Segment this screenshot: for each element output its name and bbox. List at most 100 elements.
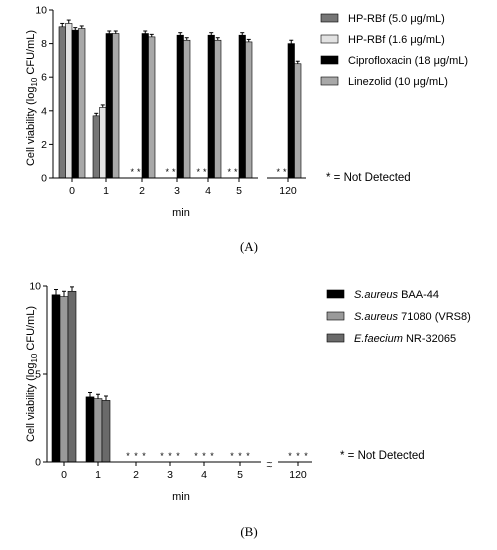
a-x-tick-label: 4: [205, 185, 211, 197]
a-legend-label: Linezolid (10 μg/mL): [348, 76, 448, 88]
a-bar: [141, 33, 149, 179]
b-not-detected-star: *: [176, 451, 180, 461]
a-legend-swatch: [320, 34, 339, 44]
b-not-detected-star: *: [202, 451, 206, 461]
b-bar: [67, 290, 77, 463]
a-bar: [71, 29, 79, 179]
b-not-detected-star: *: [142, 451, 146, 461]
a-x-tick-label: 2: [139, 185, 145, 197]
b-x-tick-label: 120: [289, 469, 307, 481]
b-not-detected-star: *: [194, 451, 198, 461]
b-y-tick-label: 10: [29, 281, 41, 293]
b-not-detected-star: *: [230, 451, 234, 461]
chart-b-bars: * * * * * * * * * * * * * * *: [51, 286, 308, 463]
a-not-detected-star: *: [227, 167, 231, 177]
b-bar: [101, 400, 111, 463]
b-x-tick-label: 3: [167, 469, 173, 481]
a-not-detected-star: *: [276, 167, 280, 177]
a-bar: [207, 34, 215, 179]
a-legend-swatch: [320, 13, 339, 23]
b-not-detected-star: *: [296, 451, 300, 461]
b-y-tick-label: 0: [35, 457, 41, 469]
a-y-tick-label: 10: [35, 5, 47, 17]
b-legend-label: S.aureus BAA-44: [354, 289, 439, 301]
a-not-detected-star: *: [130, 167, 134, 177]
b-x-tick-label: 4: [201, 469, 207, 481]
a-x-tick-label: 120: [279, 185, 297, 197]
b-axis-break-icon: ~: [266, 457, 272, 469]
a-bar: [238, 34, 246, 179]
b-x-tick-label: 5: [237, 469, 243, 481]
a-not-detected-star: *: [234, 167, 238, 177]
chart-b-ylabel-subscript: 10: [30, 353, 39, 362]
b-bar: [51, 294, 61, 463]
a-bar: [58, 26, 66, 179]
a-y-tick-label: 2: [41, 139, 47, 151]
a-bar: [214, 39, 222, 179]
b-bar: [59, 296, 69, 463]
a-bar: [65, 23, 73, 179]
chart-a-annotation: * = Not Detected: [326, 172, 411, 184]
b-not-detected-star: *: [238, 451, 242, 461]
b-axis-break-icon: ~: [266, 461, 272, 473]
b-y-tick-label: 5: [35, 369, 41, 381]
b-not-detected-star: *: [134, 451, 138, 461]
chart-b-annotation: * = Not Detected: [340, 450, 425, 462]
a-bar: [245, 41, 253, 179]
a-x-tick-label: 1: [103, 185, 109, 197]
b-x-tick-label: 2: [133, 469, 139, 481]
a-bar: [294, 63, 302, 179]
a-bar: [112, 33, 120, 179]
chart-b: * * * * * * * * * * * * * * * 0 5 10 ~~0 1 2 3 4 5 120 Cell via…: [25, 281, 471, 540]
a-x-tick-label: 3: [174, 185, 180, 197]
a-legend-label: HP-RBf (1.6 μg/mL): [348, 34, 445, 46]
chart-a-xlabel: min: [172, 207, 190, 219]
chart-a-axes: 0 2 4 6 8 10 0 1 2 3 4 5 120: [35, 5, 306, 197]
a-bar: [105, 33, 113, 179]
a-bar: [176, 34, 184, 179]
b-legend-label: E.faecium NR-32065: [354, 333, 456, 345]
chart-a-ylabel: Cell viability (log10 CFU/mL): [25, 30, 39, 166]
chart-a-legend: HP-RBf (5.0 μg/mL) HP-RBf (1.6 μg/mL) Cipr…: [320, 13, 468, 88]
b-not-detected-star: *: [210, 451, 214, 461]
a-bar: [99, 107, 107, 179]
chart-b-ylabel: Cell viability (log10 CFU/mL): [25, 306, 39, 442]
b-not-detected-star: *: [168, 451, 172, 461]
b-not-detected-star: *: [126, 451, 130, 461]
chart-a-panel-label: (A): [240, 239, 258, 254]
a-legend-label: HP-RBf (5.0 μg/mL): [348, 13, 445, 25]
a-not-detected-star: *: [137, 167, 141, 177]
a-x-tick-label: 0: [69, 185, 75, 197]
b-legend-swatch: [326, 333, 345, 343]
a-y-tick-label: 8: [41, 38, 47, 50]
a-y-tick-label: 4: [41, 105, 47, 117]
a-bar: [183, 39, 191, 179]
b-x-tick-label: 0: [61, 469, 67, 481]
b-not-detected-star: *: [246, 451, 250, 461]
chart-b-xlabel: min: [172, 491, 190, 503]
a-not-detected-star: *: [203, 167, 207, 177]
a-not-detected-star: *: [283, 167, 287, 177]
a-legend-swatch: [320, 55, 339, 65]
a-bar: [148, 36, 156, 179]
a-y-tick-label: 6: [41, 72, 47, 84]
chart-a-ylabel-subscript: 10: [30, 77, 39, 86]
a-not-detected-star: *: [196, 167, 200, 177]
b-bar: [93, 398, 103, 463]
b-x-tick-label: 1: [95, 469, 101, 481]
b-legend-swatch: [326, 311, 345, 321]
a-not-detected-star: *: [165, 167, 169, 177]
a-legend-label: Ciprofloxacin (18 μg/mL): [348, 55, 468, 67]
a-x-tick-label: 5: [236, 185, 242, 197]
a-y-tick-label: 0: [41, 173, 47, 185]
a-bar: [78, 28, 86, 179]
a-not-detected-star: *: [172, 167, 176, 177]
a-legend-swatch: [320, 76, 339, 86]
b-not-detected-star: *: [304, 451, 308, 461]
a-bar: [92, 115, 100, 179]
chart-a-bars: * * * * * * * * * *: [58, 19, 302, 179]
chart-b-panel-label: (B): [240, 524, 257, 539]
chart-b-legend: S.aureus BAA-44 S.aureus 71080 (VRS8) E.fa…: [326, 289, 471, 345]
